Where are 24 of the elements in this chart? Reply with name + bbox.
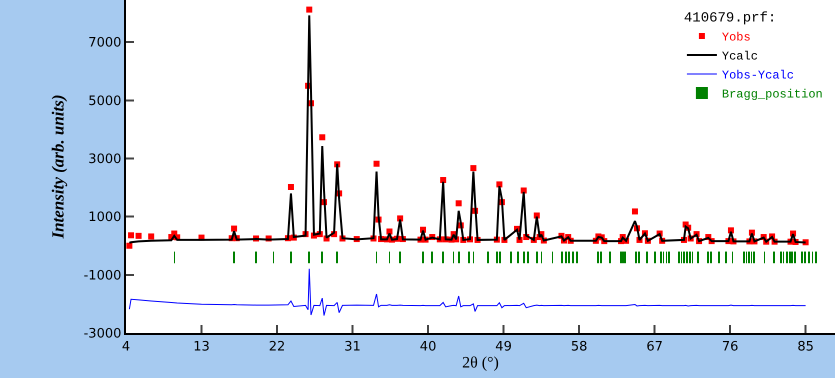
y-tick-label: 1000: [88, 210, 122, 226]
y-tick-label: -1000: [84, 268, 122, 284]
x-tick-label: 67: [646, 340, 663, 355]
x-tick-label: 49: [495, 340, 512, 355]
legend-label: Yobs-Ycalc: [722, 68, 794, 83]
legend-title: 410679.prf:: [684, 10, 776, 27]
x-tick-label: 13: [193, 340, 210, 355]
x-tick-label: 4: [122, 340, 130, 355]
y-axis-title: Intensity (arb. units): [48, 94, 68, 240]
y-tick-label: -3000: [84, 326, 122, 342]
line-series: [128, 268, 806, 316]
legend-label: Yobs: [722, 30, 751, 45]
x-tick-label: 22: [268, 340, 286, 355]
y-tick-label: 5000: [88, 94, 122, 109]
x-axis-title: 2θ (°): [462, 354, 499, 372]
x-tick-label: 85: [797, 340, 814, 355]
x-tick-label: 76: [722, 340, 738, 355]
x-tick-label: 58: [570, 340, 588, 355]
x-tick-label: 31: [344, 340, 361, 355]
y-tick-label: 7000: [88, 36, 122, 51]
legend-label: Ycalc: [722, 50, 758, 64]
x-tick-label: 40: [420, 340, 436, 355]
y-tick-label: 3000: [88, 152, 122, 168]
legend-label: Bragg_position: [722, 88, 823, 102]
